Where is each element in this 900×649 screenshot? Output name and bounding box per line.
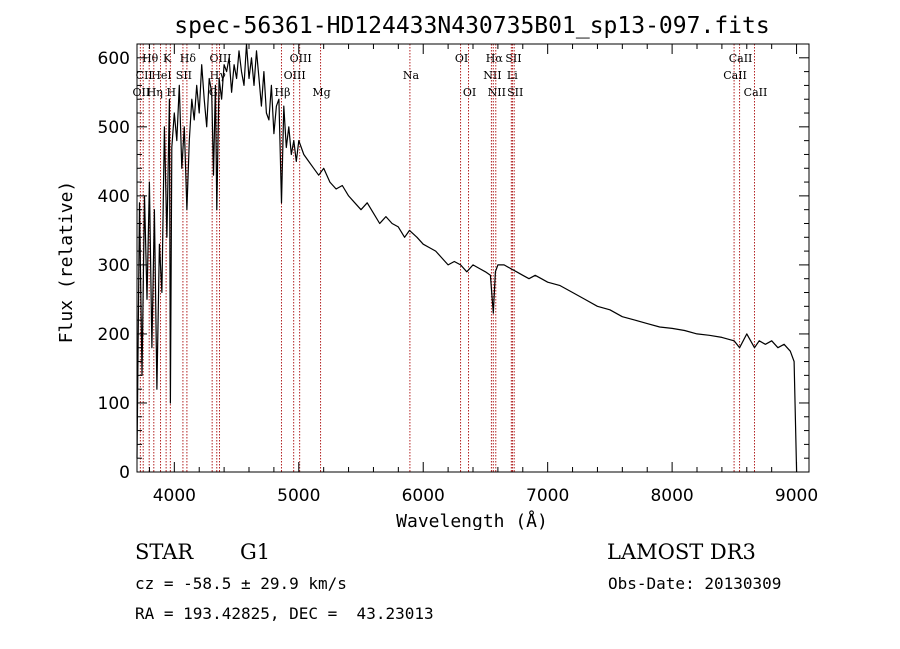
redshift-value: cz = -58.5 ± 29.9 km/s [135, 574, 347, 593]
survey-name: LAMOST DR3 [607, 540, 756, 564]
x-tick-label: 8000 [650, 486, 693, 506]
object-class: STAR [135, 540, 194, 564]
line-label: Hβ [275, 86, 291, 99]
y-axis-label: Flux (relative) [56, 181, 77, 344]
y-tick-label: 400 [98, 187, 130, 207]
line-label: OIII [209, 52, 231, 65]
line-label: H [167, 86, 177, 99]
y-tick-label: 0 [119, 463, 130, 483]
y-tick-label: 200 [98, 325, 130, 345]
chart-title: spec-56361-HD124433N430735B01_sp13-097.f… [174, 13, 769, 39]
coordinates: RA = 193.42825, DEC = 43.23013 [135, 604, 434, 623]
y-tick-label: 300 [98, 256, 130, 276]
line-label: CaII [744, 86, 768, 99]
x-tick-label: 7000 [526, 486, 569, 506]
y-tick-label: 500 [98, 118, 130, 138]
line-label: SII [505, 52, 521, 65]
line-label: OI [463, 86, 476, 99]
spectrum-line [136, 43, 798, 473]
line-label: Hη [147, 86, 163, 99]
line-label: Hγ [210, 69, 227, 82]
line-label: OI [455, 52, 468, 65]
line-label: OIII [290, 52, 312, 65]
line-label: Hα [486, 52, 504, 65]
line-label: SII [176, 69, 192, 82]
x-tick-label: 4000 [153, 486, 196, 506]
y-tick-label: 600 [98, 49, 130, 69]
line-label: CaII [723, 69, 747, 82]
line-label: CII [136, 69, 153, 82]
x-tick-label: 9000 [775, 486, 818, 506]
line-label: Li [507, 69, 518, 82]
x-tick-label: 5000 [277, 486, 320, 506]
line-label: K [163, 52, 172, 65]
line-label: HeI [151, 69, 171, 82]
line-label: G [209, 86, 218, 99]
line-label: NII [488, 86, 506, 99]
line-label: OIII [284, 69, 306, 82]
line-label: CaII [729, 52, 753, 65]
line-label: Na [403, 69, 420, 82]
line-label: Mg [312, 86, 330, 99]
spectrum-chart: spec-56361-HD124433N430735B01_sp13-097.f… [56, 13, 818, 530]
observation-date: Obs-Date: 20130309 [608, 574, 782, 593]
y-tick-label: 100 [98, 394, 130, 414]
plot-frame [136, 43, 810, 473]
object-subclass: G1 [240, 540, 271, 564]
axes: 4000 5000 6000 7000 8000 9000 0 100 200 300 400 500… [98, 43, 818, 506]
x-tick-label: 6000 [402, 486, 445, 506]
line-label: Hδ [180, 52, 197, 65]
x-axis-label: Wavelength (Å) [396, 510, 548, 530]
line-label: NII [483, 69, 501, 82]
line-label: Hθ [142, 52, 159, 65]
spectrum-series [136, 43, 798, 473]
line-label: SII [507, 86, 523, 99]
